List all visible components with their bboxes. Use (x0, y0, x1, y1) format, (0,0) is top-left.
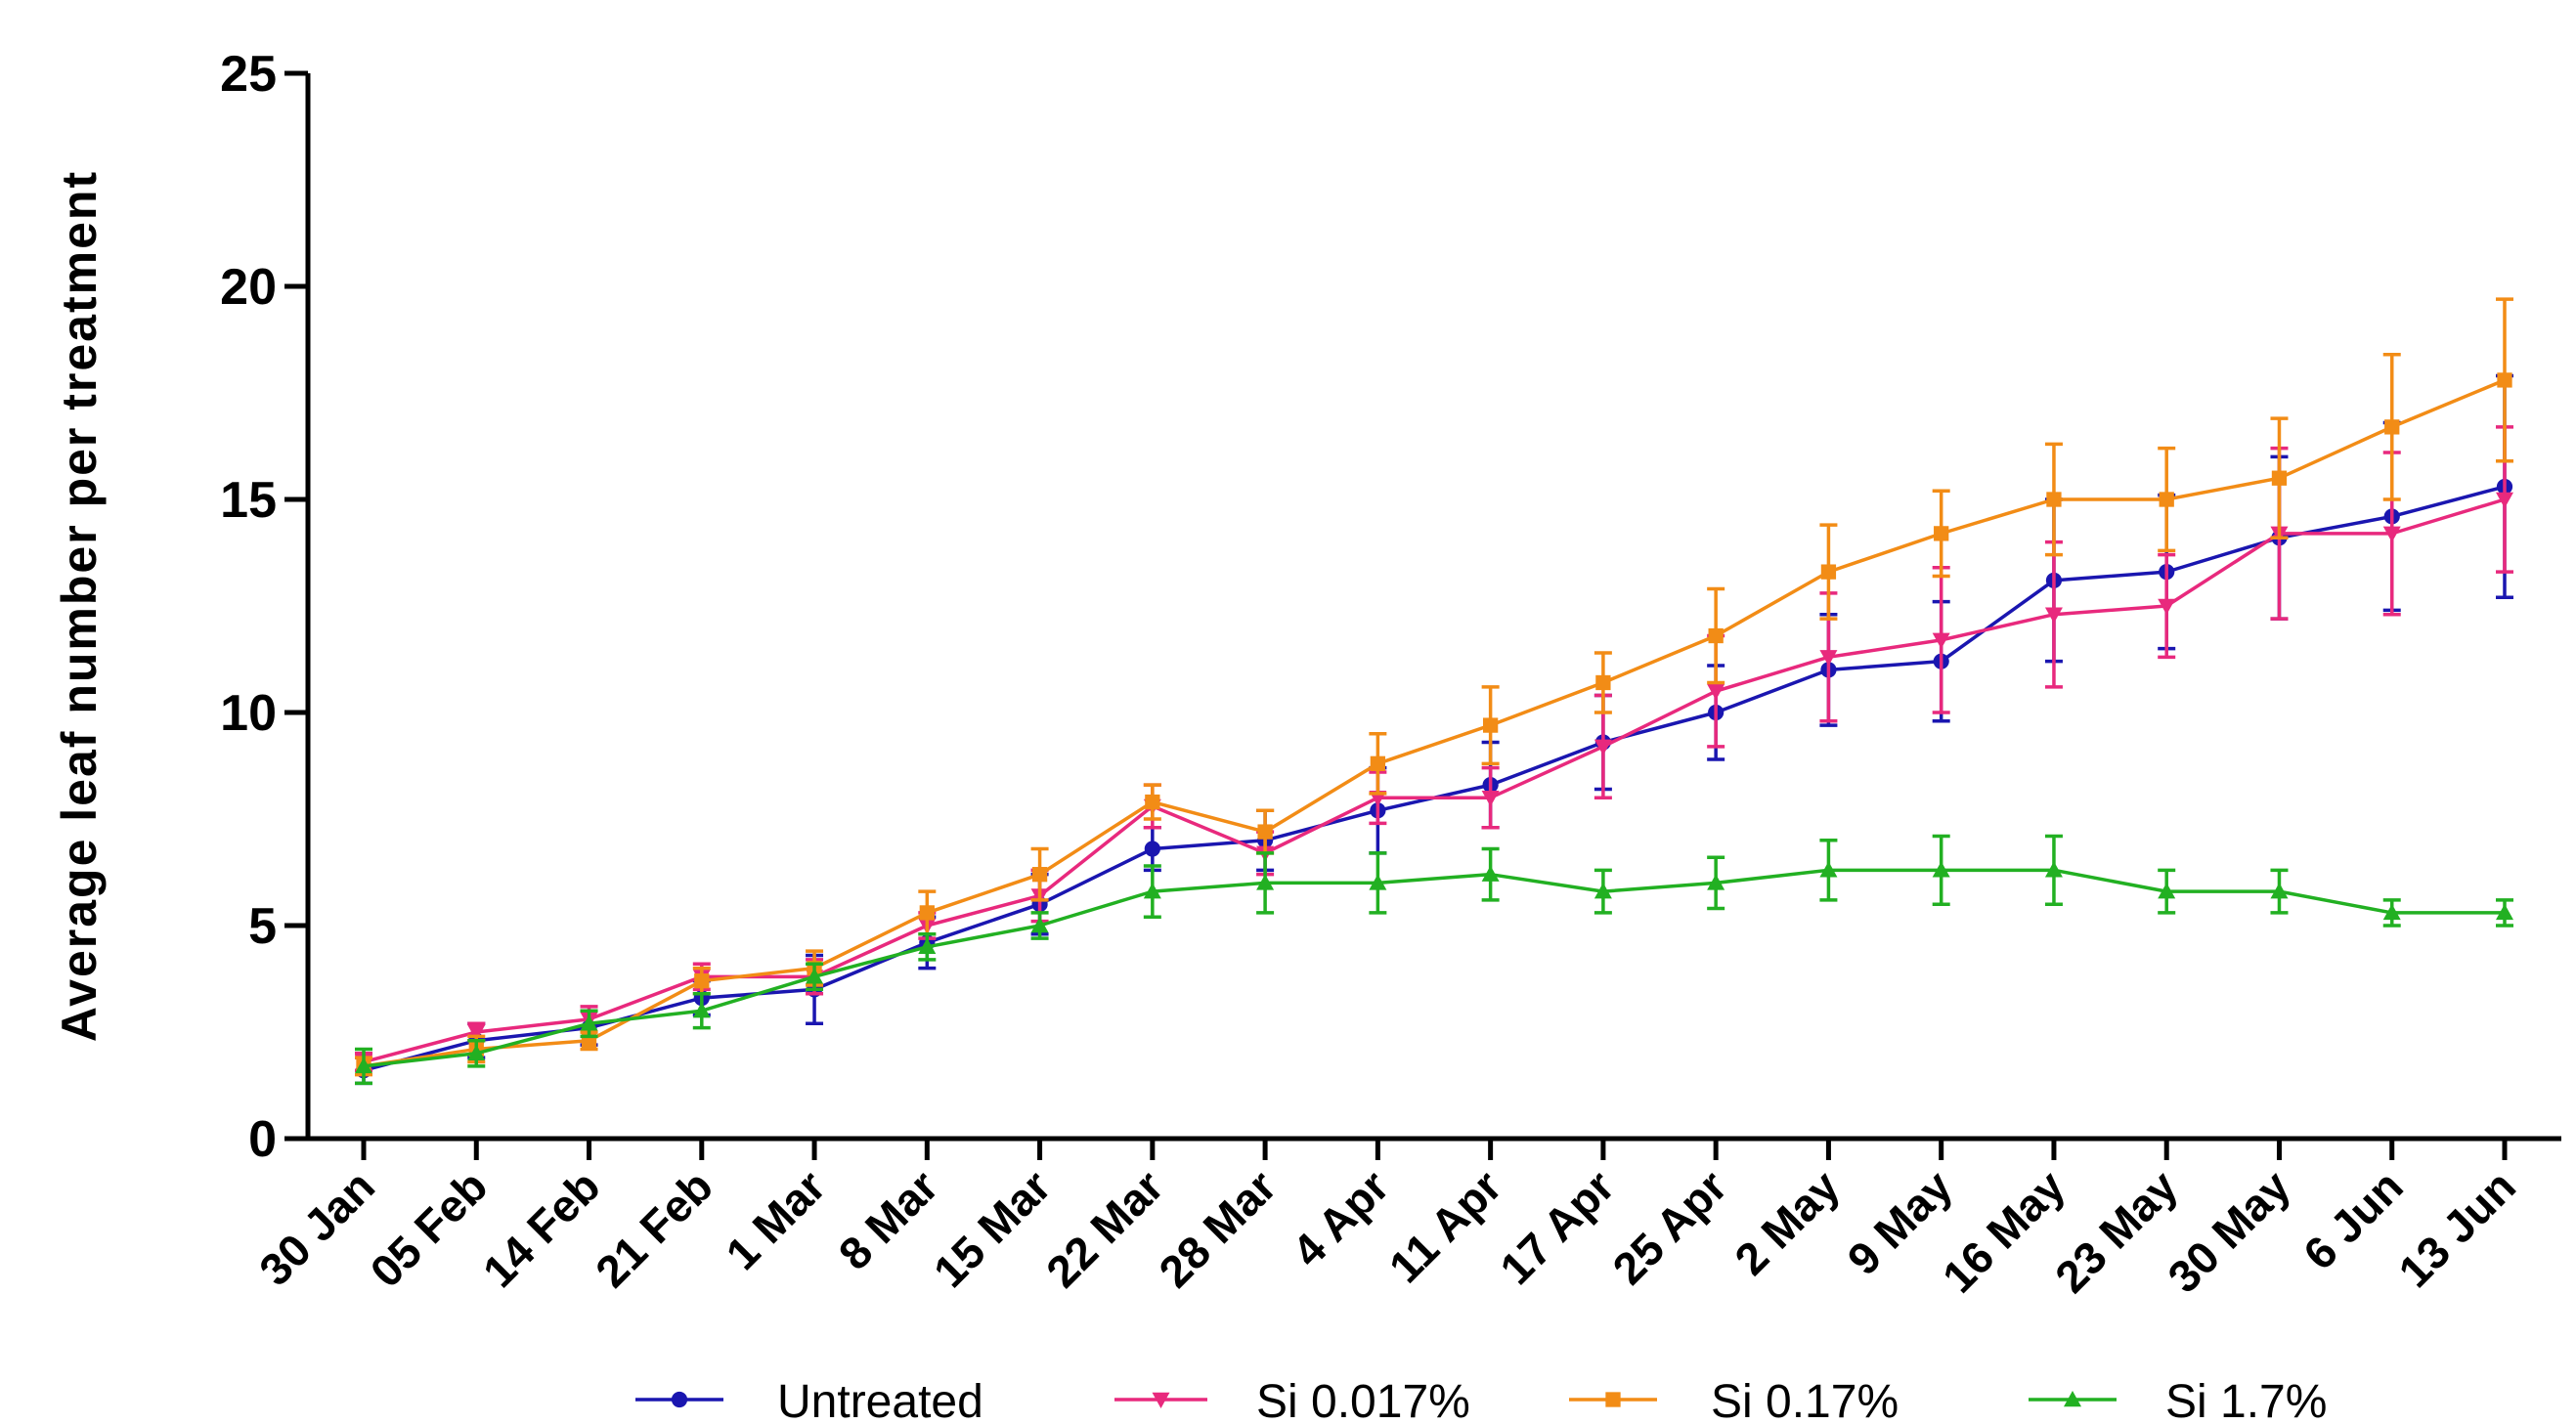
legend: Untreated Si 0.017% Si 0.17% Si 1.7% (635, 1376, 2327, 1424)
data-point (1819, 861, 1838, 878)
series-3 (355, 297, 2513, 1077)
data-point (355, 1057, 372, 1074)
data-point (1708, 627, 1724, 644)
y-tick-label: 15 (220, 472, 277, 529)
x-tick-label: 11 Apr (1379, 1160, 1511, 1292)
data-point (1819, 650, 1838, 667)
x-tick-label: 1 Mar (716, 1160, 835, 1279)
data-point (2046, 492, 2062, 507)
series-4 (355, 834, 2513, 1086)
series-2 (355, 425, 2513, 1072)
y-axis-title: Average leaf number per treatment (52, 170, 107, 1042)
x-tick-label: 30 Jan (249, 1160, 384, 1295)
legend-item: Si 1.7% (2029, 1376, 2327, 1424)
series-1 (355, 373, 2513, 1086)
data-point (1934, 526, 1949, 541)
data-point (2270, 883, 2289, 899)
legend-marker (1152, 1392, 1170, 1408)
x-tick-label: 21 Feb (586, 1160, 722, 1297)
data-point (1370, 755, 1386, 771)
data-point (1594, 739, 1612, 755)
data-point (1707, 684, 1725, 701)
data-point (2384, 419, 2400, 435)
data-point (2044, 607, 2063, 624)
series-line (363, 497, 2506, 1064)
y-axis-title-group: Average leaf number per treatment (52, 170, 107, 1042)
data-point (1031, 867, 1048, 883)
series-line (363, 378, 2506, 1068)
data-point (2271, 470, 2288, 486)
data-point (1820, 564, 1837, 580)
y-tick-label: 10 (220, 685, 277, 742)
y-tick-label: 20 (220, 259, 277, 316)
data-point (1256, 874, 1275, 890)
data-point (1482, 717, 1499, 733)
data-point (1257, 824, 1273, 840)
data-point (1369, 874, 1387, 890)
data-point (1481, 791, 1500, 807)
legend-item: Si 0.17% (1569, 1376, 1899, 1424)
x-tick-label: 17 Apr (1490, 1160, 1624, 1294)
y-tick-label: 5 (248, 898, 277, 955)
legend-marker (2064, 1391, 2081, 1407)
data-point (1595, 674, 1611, 691)
data-point (1594, 883, 1612, 899)
series-line (363, 868, 2505, 1068)
data-point (694, 973, 710, 989)
legend-marker (1605, 1392, 1621, 1407)
data-point (2158, 883, 2176, 899)
x-tick-label: 23 May (2045, 1160, 2188, 1303)
data-point (1932, 632, 1950, 649)
x-tick-label: 15 Mar (924, 1160, 1061, 1297)
x-tick-label: 16 May (1933, 1160, 2075, 1303)
legend-item: Si 0.017% (1114, 1376, 1470, 1424)
data-point (2159, 492, 2174, 507)
data-point (1143, 883, 1161, 899)
legend-label: Si 0.17% (1711, 1376, 1899, 1424)
data-point (2496, 903, 2513, 921)
data-point (1707, 874, 1725, 890)
x-tick-label: 13 Jun (2388, 1160, 2525, 1297)
data-point (919, 905, 935, 921)
data-point (2382, 526, 2401, 542)
series-layer (355, 297, 2513, 1086)
data-point (2497, 372, 2512, 388)
data-point (580, 1014, 598, 1031)
data-point (2044, 861, 2063, 878)
data-point (1932, 861, 1950, 878)
data-point (806, 968, 824, 984)
data-point (1481, 865, 1500, 882)
data-point (918, 937, 937, 954)
data-point (2158, 598, 2176, 615)
x-tick-label: 14 Feb (473, 1160, 610, 1297)
legend-label: Si 0.017% (1256, 1376, 1470, 1424)
x-tick-label: 28 Mar (1149, 1160, 1286, 1297)
x-tick-label: 22 Mar (1036, 1160, 1173, 1297)
data-point (692, 1002, 711, 1018)
legend-label: Si 1.7% (2165, 1376, 2327, 1424)
x-tick-label: 2 May (1725, 1160, 1849, 1284)
y-tick-label: 25 (220, 46, 277, 103)
y-tick-label: 0 (248, 1111, 277, 1168)
data-point (1145, 794, 1160, 810)
data-point (467, 1044, 486, 1060)
x-tick-label: 30 May (2158, 1160, 2300, 1303)
legend-marker (671, 1391, 688, 1408)
data-point (2382, 903, 2401, 921)
data-point (467, 1024, 486, 1041)
legend-label: Untreated (777, 1376, 983, 1424)
data-point (1144, 841, 1160, 857)
legend-item: Untreated (635, 1376, 983, 1424)
x-tick-label: 25 Apr (1602, 1160, 1736, 1294)
data-point (1030, 917, 1049, 933)
x-tick-label: 05 Feb (361, 1160, 498, 1297)
data-point (2496, 492, 2513, 508)
